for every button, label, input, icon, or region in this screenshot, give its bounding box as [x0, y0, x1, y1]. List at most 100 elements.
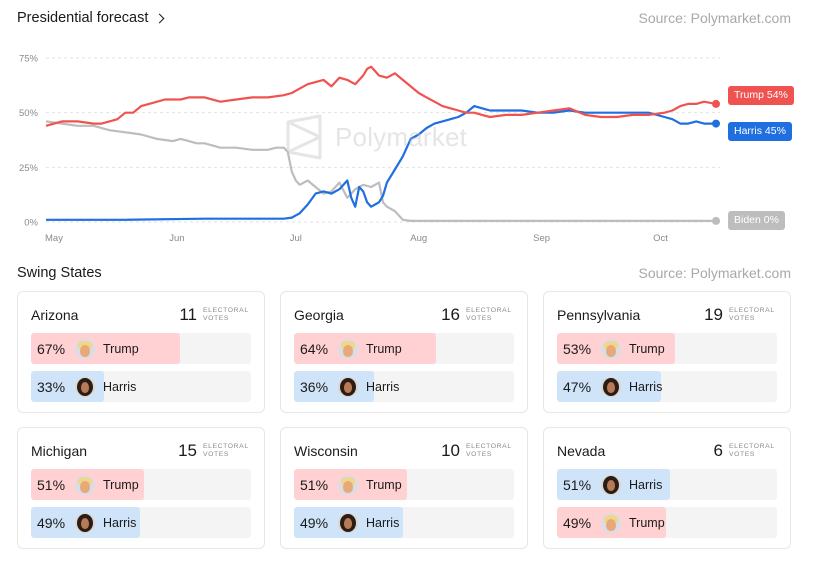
series-end-dot-trump: [712, 99, 720, 108]
chevron-right-icon: [154, 13, 165, 23]
end-label-biden: Biden 0%: [728, 211, 785, 231]
candidate-percent: 51%: [37, 476, 66, 493]
candidate-name: Trump: [366, 477, 402, 492]
candidate-name: Harris: [366, 515, 400, 530]
candidate-percent: 64%: [300, 340, 329, 357]
electoral-votes-label: ELECTORAL VOTES: [729, 307, 775, 322]
series-line-trump: [45, 65, 717, 127]
state-card-michigan[interactable]: Michigan 15 ELECTORAL VOTES 51% Trump 49% Harr…: [17, 427, 265, 549]
swing-states-grid: Arizona 11 ELECTORAL VOTES 67% Trump 33% Harri…: [17, 291, 791, 549]
electoral-votes-count: 10: [441, 441, 460, 460]
candidate-row-trump: 67% Trump: [31, 333, 251, 364]
candidate-row-trump: 51% Trump: [31, 469, 251, 500]
electoral-votes-label: ELECTORAL VOTES: [729, 443, 775, 458]
state-card-nevada[interactable]: Nevada 6 ELECTORAL VOTES 51% Harris 49% Trump: [543, 427, 791, 549]
candidate-row-trump: 64% Trump: [294, 333, 514, 364]
polymarket-watermark: Polymarket: [285, 114, 467, 160]
y-tick-label: 25%: [19, 163, 39, 174]
state-name: Wisconsin: [294, 443, 358, 459]
end-label-trump: Trump 54%: [728, 86, 794, 106]
candidate-name: Trump: [103, 341, 139, 356]
x-tick-label: Aug: [410, 233, 427, 244]
avatar-harris: [75, 376, 95, 397]
state-name: Arizona: [31, 307, 79, 323]
forecast-chart-svg: 75% 50% 25% 0% May Jun Jul Aug Sep Oct: [19, 54, 720, 244]
avatar-trump: [75, 338, 95, 359]
candidate-name: Harris: [629, 379, 663, 394]
electoral-votes-count: 19: [704, 305, 723, 324]
end-label-harris: Harris 45%: [728, 122, 792, 142]
state-card-arizona[interactable]: Arizona 11 ELECTORAL VOTES 67% Trump 33% Harri…: [17, 291, 265, 413]
avatar-harris: [338, 512, 358, 533]
avatar-trump: [601, 338, 621, 359]
forecast-source: Source: Polymarket.com: [638, 10, 792, 26]
electoral-votes-count: 15: [178, 441, 197, 460]
electoral-votes-label: ELECTORAL VOTES: [466, 307, 512, 322]
y-tick-label: 0%: [24, 218, 38, 229]
candidate-row-trump: 49% Trump: [557, 507, 777, 538]
avatar-trump: [601, 512, 621, 533]
candidate-percent: 47%: [563, 378, 592, 395]
candidate-name: Trump: [103, 477, 139, 492]
forecast-title: Presidential forecast: [17, 10, 149, 26]
candidate-row-harris: 47% Harris: [557, 371, 777, 402]
series-line-biden: [45, 120, 716, 222]
swing-source: Source: Polymarket.com: [638, 265, 792, 281]
state-name: Nevada: [557, 443, 606, 459]
probability-bar: [31, 333, 180, 364]
candidate-row-harris: 36% Harris: [294, 371, 514, 402]
candidate-percent: 49%: [300, 514, 329, 531]
avatar-trump: [75, 474, 95, 495]
series-end-dot-biden: [712, 216, 720, 225]
candidate-percent: 36%: [300, 378, 329, 395]
candidate-row-harris: 49% Harris: [31, 507, 251, 538]
state-card-wisconsin[interactable]: Wisconsin 10 ELECTORAL VOTES 51% Trump 49% Har…: [280, 427, 528, 549]
avatar-harris: [601, 474, 621, 495]
state-card-pennsylvania[interactable]: Pennsylvania 19 ELECTORAL VOTES 53% Trump 47%…: [543, 291, 791, 413]
candidate-row-trump: 53% Trump: [557, 333, 777, 364]
candidate-name: Harris: [366, 379, 400, 394]
probability-bar: [294, 333, 436, 364]
electoral-votes-count: 11: [179, 305, 197, 324]
swing-header: Swing States Source: Polymarket.com: [17, 263, 791, 283]
candidate-name: Trump: [366, 341, 402, 356]
electoral-votes-label: ELECTORAL VOTES: [203, 443, 249, 458]
watermark-text: Polymarket: [335, 121, 468, 152]
x-tick-label: Jun: [169, 233, 184, 244]
forecast-title-link[interactable]: Presidential forecast: [17, 10, 165, 26]
avatar-harris: [601, 376, 621, 397]
x-tick-label: May: [45, 233, 63, 244]
polymarket-logo-icon: [286, 114, 322, 160]
candidate-percent: 49%: [37, 514, 66, 531]
electoral-votes-count: 6: [713, 441, 723, 460]
swing-title: Swing States: [17, 265, 102, 281]
candidate-name: Trump: [629, 341, 665, 356]
state-card-georgia[interactable]: Georgia 16 ELECTORAL VOTES 64% Trump 36% Harri…: [280, 291, 528, 413]
candidate-percent: 51%: [300, 476, 329, 493]
candidate-name: Trump: [629, 515, 665, 530]
state-name: Pennsylvania: [557, 307, 641, 323]
forecast-chart: 75% 50% 25% 0% May Jun Jul Aug Sep Oct Polymarket…: [0, 40, 817, 250]
candidate-row-harris: 51% Harris: [557, 469, 777, 500]
electoral-votes-count: 16: [441, 305, 460, 324]
electoral-votes-label: ELECTORAL VOTES: [466, 443, 512, 458]
state-name: Georgia: [294, 307, 344, 323]
state-card-header: Michigan 15 ELECTORAL VOTES: [31, 438, 251, 464]
candidate-percent: 33%: [37, 378, 66, 395]
avatar-trump: [338, 338, 358, 359]
avatar-trump: [338, 474, 358, 495]
candidate-percent: 49%: [563, 514, 592, 531]
state-card-header: Arizona 11 ELECTORAL VOTES: [31, 302, 251, 328]
state-name: Michigan: [31, 443, 88, 459]
state-card-header: Nevada 6 ELECTORAL VOTES: [557, 438, 777, 464]
candidate-name: Harris: [103, 515, 137, 530]
y-tick-label: 50%: [19, 108, 39, 119]
candidate-percent: 67%: [37, 340, 66, 357]
candidate-row-trump: 51% Trump: [294, 469, 514, 500]
y-tick-label: 75%: [19, 54, 39, 65]
probability-bar: [294, 371, 374, 402]
x-tick-label: Oct: [653, 233, 668, 244]
state-card-header: Georgia 16 ELECTORAL VOTES: [294, 302, 514, 328]
electoral-votes-label: ELECTORAL VOTES: [203, 307, 249, 322]
forecast-header: Presidential forecast Source: Polymarket…: [17, 8, 791, 28]
